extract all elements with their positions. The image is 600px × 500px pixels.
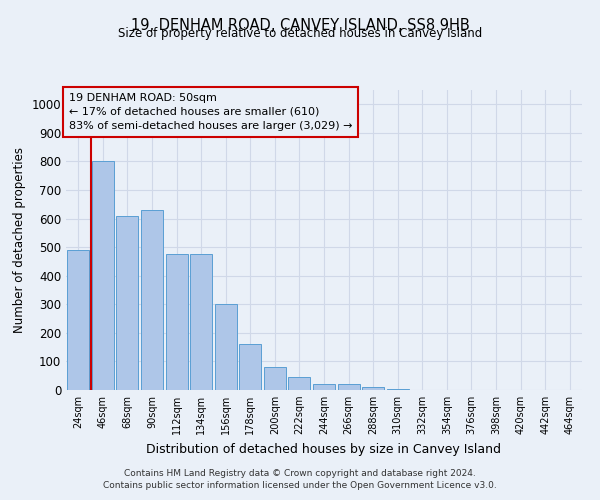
Y-axis label: Number of detached properties: Number of detached properties xyxy=(13,147,26,333)
Text: Contains public sector information licensed under the Open Government Licence v3: Contains public sector information licen… xyxy=(103,481,497,490)
Bar xyxy=(239,344,262,390)
Bar xyxy=(264,367,286,390)
Bar xyxy=(92,162,114,390)
X-axis label: Distribution of detached houses by size in Canvey Island: Distribution of detached houses by size … xyxy=(146,442,502,456)
Bar xyxy=(215,304,237,390)
Bar xyxy=(362,387,384,390)
Bar xyxy=(386,388,409,390)
Bar xyxy=(289,377,310,390)
Bar xyxy=(141,210,163,390)
Text: 19, DENHAM ROAD, CANVEY ISLAND, SS8 9HB: 19, DENHAM ROAD, CANVEY ISLAND, SS8 9HB xyxy=(131,18,469,32)
Bar xyxy=(116,216,139,390)
Text: 19 DENHAM ROAD: 50sqm
← 17% of detached houses are smaller (610)
83% of semi-det: 19 DENHAM ROAD: 50sqm ← 17% of detached … xyxy=(68,93,352,131)
Bar xyxy=(338,384,359,390)
Bar xyxy=(190,254,212,390)
Text: Size of property relative to detached houses in Canvey Island: Size of property relative to detached ho… xyxy=(118,28,482,40)
Bar xyxy=(313,384,335,390)
Text: Contains HM Land Registry data © Crown copyright and database right 2024.: Contains HM Land Registry data © Crown c… xyxy=(124,468,476,477)
Bar xyxy=(166,254,188,390)
Bar xyxy=(67,250,89,390)
